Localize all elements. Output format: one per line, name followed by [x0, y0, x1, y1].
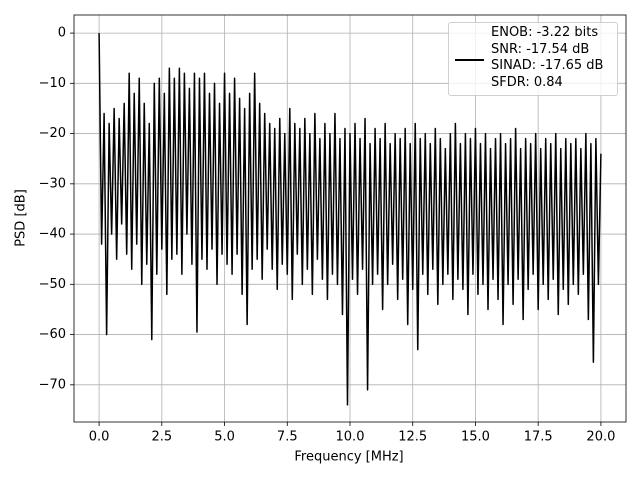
y-tick-label: −30	[39, 176, 66, 191]
y-tick-label: −60	[39, 327, 66, 342]
x-tick-label: 15.0	[461, 430, 490, 445]
legend-swatch	[455, 59, 484, 61]
x-tick-label: 2.5	[151, 430, 172, 445]
legend: ENOB: -3.22 bits SNR: -17.54 dB SINAD: -…	[448, 22, 618, 96]
y-tick-label: −10	[39, 76, 66, 91]
x-tick-label: 7.5	[277, 430, 298, 445]
x-tick-label: 0.0	[89, 430, 110, 445]
x-tick-label: 20.0	[586, 430, 615, 445]
x-tick-label: 17.5	[524, 430, 553, 445]
x-axis-label: Frequency [MHz]	[294, 450, 403, 465]
x-tick-label: 12.5	[398, 430, 427, 445]
y-axis-label: PSD [dB]	[14, 189, 29, 247]
y-tick-label: −40	[39, 227, 66, 242]
y-tick-label: −50	[39, 277, 66, 292]
legend-label: ENOB: -3.22 bits SNR: -17.54 dB SINAD: -…	[491, 25, 604, 90]
y-tick-label: −20	[39, 126, 66, 141]
plot-frame	[73, 14, 627, 423]
data-line	[98, 33, 602, 406]
x-tick-label: 5.0	[214, 430, 235, 445]
y-tick-label: 0	[58, 26, 66, 41]
x-tick-label: 10.0	[336, 430, 365, 445]
y-tick-label: −70	[39, 377, 66, 392]
